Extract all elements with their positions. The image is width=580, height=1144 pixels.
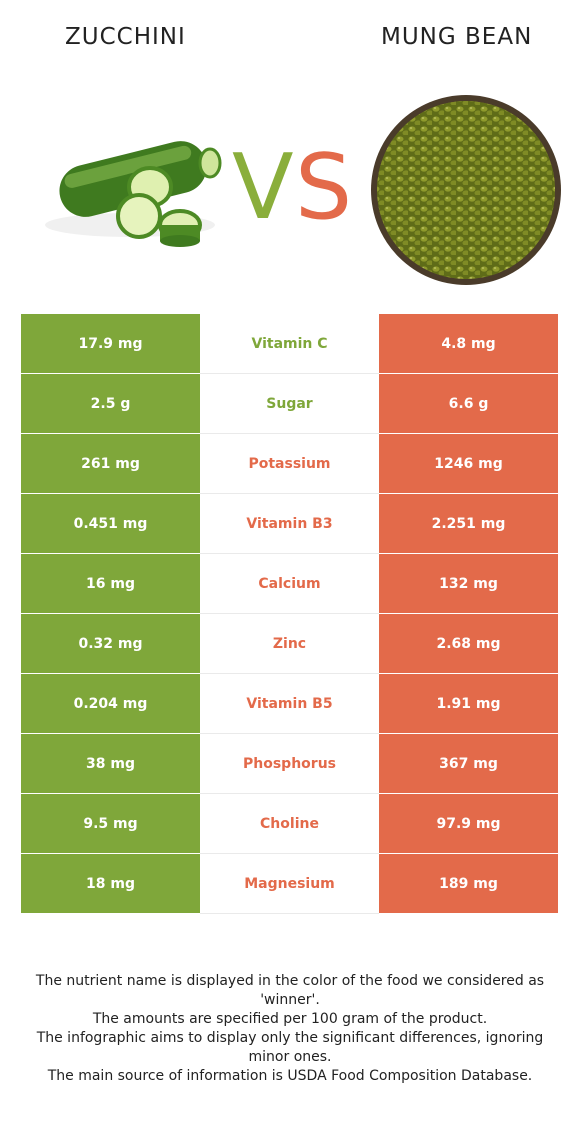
footnote-line-1: The nutrient name is displayed in the co… xyxy=(35,973,545,1008)
vs-text: V xyxy=(232,135,294,240)
footnote: The nutrient name is displayed in the co… xyxy=(20,972,560,1086)
comparison-row: 2.5 g Sugar 6.6 g xyxy=(21,373,558,434)
left-value: 17.9 mg xyxy=(21,314,200,374)
left-value: 16 mg xyxy=(21,553,200,614)
nutrient-name: Vitamin C xyxy=(200,314,379,374)
footnote-line-2: The amounts are specified per 100 gram o… xyxy=(92,1011,488,1027)
right-value: 2.251 mg xyxy=(379,493,558,554)
comparison-table: 17.9 mg Vitamin C 4.8 mg 2.5 g Sugar 6.6 g 261… xyxy=(21,314,558,914)
nutrient-name: Sugar xyxy=(200,373,379,434)
left-value: 0.204 mg xyxy=(21,673,200,734)
right-value: 1246 mg xyxy=(379,433,558,494)
nutrient-name: Potassium xyxy=(200,433,379,494)
right-value: 367 mg xyxy=(379,733,558,794)
comparison-row: 0.32 mg Zinc 2.68 mg xyxy=(21,613,558,674)
right-food-title: Mung bean xyxy=(381,24,533,50)
left-value: 261 mg xyxy=(21,433,200,494)
left-value: 18 mg xyxy=(21,853,200,914)
footnote-line-4: The main source of information is USDA F… xyxy=(47,1068,533,1084)
footnote-line-3: The infographic aims to display only the… xyxy=(36,1030,544,1065)
left-value: 38 mg xyxy=(21,733,200,794)
nutrient-name: Phosphorus xyxy=(200,733,379,794)
mung-bean-image xyxy=(371,95,561,285)
left-value: 0.32 mg xyxy=(21,613,200,674)
comparison-row: 0.204 mg Vitamin B5 1.91 mg xyxy=(21,673,558,734)
left-value: 0.451 mg xyxy=(21,493,200,554)
zucchini-image xyxy=(45,141,222,247)
right-value: 4.8 mg xyxy=(379,314,558,374)
header-illustration: V S xyxy=(45,95,561,285)
left-food-title: Zucchini xyxy=(65,24,186,50)
comparison-row: 261 mg Potassium 1246 mg xyxy=(21,433,558,494)
right-value: 132 mg xyxy=(379,553,558,614)
nutrient-name: Calcium xyxy=(200,553,379,614)
comparison-row: 16 mg Calcium 132 mg xyxy=(21,553,558,614)
comparison-row: 0.451 mg Vitamin B3 2.251 mg xyxy=(21,493,558,554)
comparison-row: 9.5 mg Choline 97.9 mg xyxy=(21,793,558,854)
right-value: 1.91 mg xyxy=(379,673,558,734)
comparison-row: 17.9 mg Vitamin C 4.8 mg xyxy=(21,314,558,374)
svg-text:S: S xyxy=(295,135,352,240)
nutrient-name: Vitamin B5 xyxy=(200,673,379,734)
nutrient-name: Vitamin B3 xyxy=(200,493,379,554)
right-value: 97.9 mg xyxy=(379,793,558,854)
right-value: 2.68 mg xyxy=(379,613,558,674)
right-value: 6.6 g xyxy=(379,373,558,434)
left-value: 2.5 g xyxy=(21,373,200,434)
nutrient-name: Choline xyxy=(200,793,379,854)
right-value: 189 mg xyxy=(379,853,558,914)
nutrient-name: Zinc xyxy=(200,613,379,674)
nutrient-name: Magnesium xyxy=(200,853,379,914)
comparison-row: 18 mg Magnesium 189 mg xyxy=(21,853,558,914)
left-value: 9.5 mg xyxy=(21,793,200,854)
comparison-row: 38 mg Phosphorus 367 mg xyxy=(21,733,558,794)
